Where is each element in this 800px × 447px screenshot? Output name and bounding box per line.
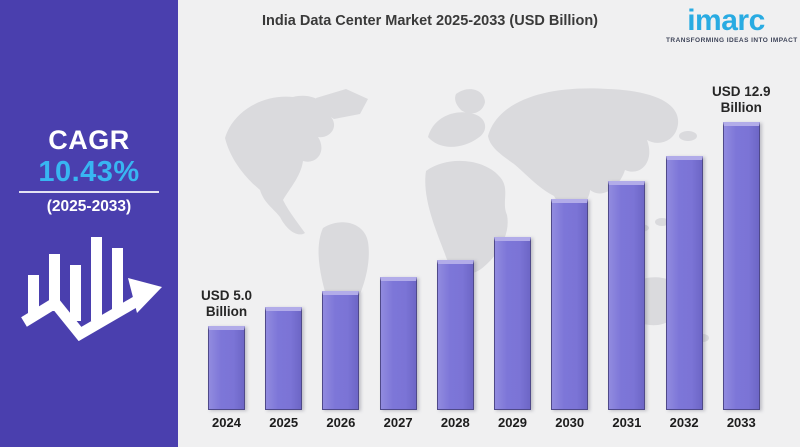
value-label-2033: USD 12.9 Billion bbox=[712, 84, 771, 115]
bar-2030 bbox=[551, 199, 589, 410]
value-label-2024: USD 5.0 Billion bbox=[200, 288, 253, 319]
imarc-logo-text: imarc bbox=[687, 4, 765, 37]
x-axis-label-2029: 2029 bbox=[498, 415, 527, 430]
x-axis-label-2032: 2032 bbox=[669, 415, 699, 430]
x-axis-label-2026: 2026 bbox=[326, 415, 356, 430]
x-axis-label-2028: 2028 bbox=[440, 415, 470, 430]
cagr-value: 10.43% bbox=[38, 156, 140, 188]
x-axis-label-2027: 2027 bbox=[383, 415, 413, 430]
bar-2028 bbox=[436, 260, 474, 410]
imarc-logo-tagline: TRANSFORMING IDEAS INTO IMPACT bbox=[666, 37, 798, 44]
bar-2026 bbox=[322, 291, 360, 410]
x-axis-label-2024: 2024 bbox=[212, 415, 241, 430]
cagr-sidebar: CAGR 10.43% (2025-2033) bbox=[0, 0, 178, 447]
bar-chart: 2024 2025 2026 2027 2028 2029 2030 2031 2032 2033… bbox=[178, 0, 800, 447]
x-axis-label-2033: 2033 bbox=[726, 415, 756, 430]
chart-area: India Data Center Market 2025-2033 (USD … bbox=[178, 0, 800, 447]
x-axis-label-2030: 2030 bbox=[555, 415, 585, 430]
bar-2031 bbox=[608, 181, 646, 410]
bar-chart-trend-arrow-icon bbox=[21, 237, 162, 341]
bar-2032 bbox=[665, 156, 703, 410]
bar-2033 bbox=[722, 122, 760, 410]
bar-2029 bbox=[494, 237, 531, 410]
cagr-label: CAGR bbox=[48, 125, 130, 155]
bar-2027 bbox=[379, 277, 417, 410]
x-axis-label-2031: 2031 bbox=[612, 415, 642, 430]
bar-2025 bbox=[265, 307, 303, 410]
imarc-logo: imarc TRANSFORMING IDEAS INTO IMPACT bbox=[666, 4, 798, 45]
x-axis-label-2025: 2025 bbox=[269, 415, 299, 430]
cagr-divider bbox=[19, 191, 159, 193]
chart-title: India Data Center Market 2025-2033 (USD … bbox=[261, 13, 599, 29]
bar-2024 bbox=[208, 326, 245, 410]
cagr-period: (2025-2033) bbox=[46, 198, 132, 215]
